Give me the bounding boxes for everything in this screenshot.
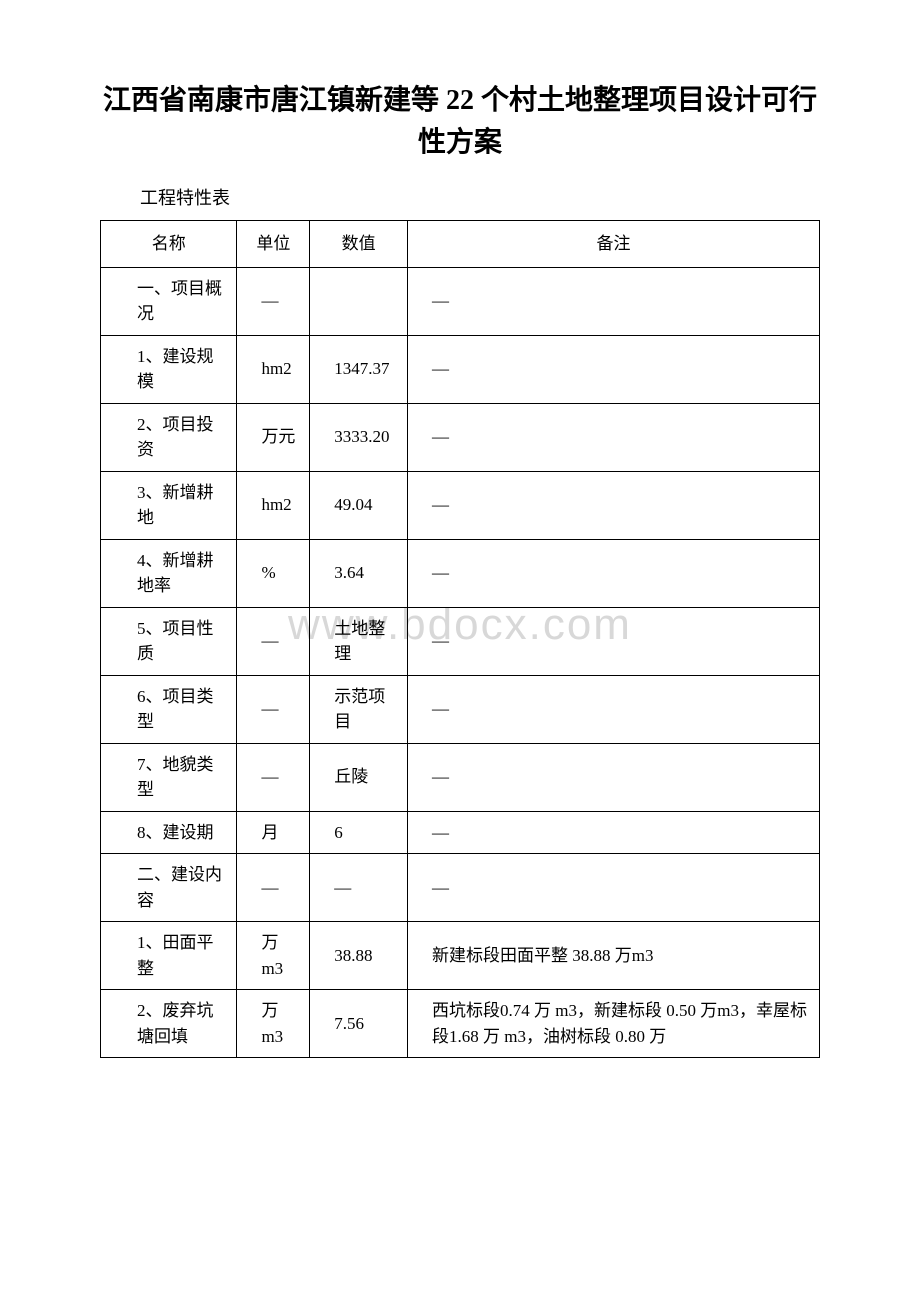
cell-value — [310, 267, 408, 335]
table-row: 5、项目性质 — 土地整理 — — [101, 607, 820, 675]
table-row: 6、项目类型 — 示范项目 — — [101, 675, 820, 743]
page-title: 江西省南康市唐江镇新建等 22 个村土地整理项目设计可行性方案 — [100, 80, 820, 164]
cell-unit: 万 m3 — [237, 922, 310, 990]
cell-remark: 西坑标段0.74 万 m3，新建标段 0.50 万m3，幸屋标段1.68 万 m… — [408, 990, 820, 1058]
cell-name: 5、项目性质 — [101, 607, 237, 675]
table-caption: 工程特性表 — [100, 184, 820, 210]
cell-unit: — — [237, 267, 310, 335]
cell-value: 3.64 — [310, 539, 408, 607]
table-row: 3、新增耕地 hm2 49.04 — — [101, 471, 820, 539]
cell-value: 丘陵 — [310, 743, 408, 811]
table-header-row: 名称 单位 数值 备注 — [101, 221, 820, 268]
cell-name: 二、建设内容 — [101, 854, 237, 922]
cell-unit: % — [237, 539, 310, 607]
cell-name: 2、项目投资 — [101, 403, 237, 471]
cell-value: 7.56 — [310, 990, 408, 1058]
cell-remark: — — [408, 854, 820, 922]
cell-remark: — — [408, 267, 820, 335]
cell-remark: — — [408, 335, 820, 403]
table-row: 一、项目概况 — — — [101, 267, 820, 335]
cell-name: 一、项目概况 — [101, 267, 237, 335]
cell-value: 示范项目 — [310, 675, 408, 743]
cell-value: 38.88 — [310, 922, 408, 990]
cell-value: — — [310, 854, 408, 922]
table-row: 7、地貌类型 — 丘陵 — — [101, 743, 820, 811]
cell-unit: hm2 — [237, 335, 310, 403]
cell-remark: — — [408, 811, 820, 854]
table-row: 2、项目投资 万元 3333.20 — — [101, 403, 820, 471]
cell-name: 6、项目类型 — [101, 675, 237, 743]
characteristics-table: 名称 单位 数值 备注 一、项目概况 — — 1、建设规模 hm2 1347.3… — [100, 220, 820, 1058]
cell-name: 7、地貌类型 — [101, 743, 237, 811]
table-row: 8、建设期 月 6 — — [101, 811, 820, 854]
cell-name: 8、建设期 — [101, 811, 237, 854]
cell-name: 1、田面平整 — [101, 922, 237, 990]
table-row: 1、田面平整 万 m3 38.88 新建标段田面平整 38.88 万m3 — [101, 922, 820, 990]
cell-unit: 万元 — [237, 403, 310, 471]
table-row: 二、建设内容 — — — — [101, 854, 820, 922]
cell-remark: — — [408, 607, 820, 675]
cell-name: 2、废弃坑塘回填 — [101, 990, 237, 1058]
cell-unit: — — [237, 854, 310, 922]
cell-unit: 月 — [237, 811, 310, 854]
table-row: 1、建设规模 hm2 1347.37 — — [101, 335, 820, 403]
cell-value: 6 — [310, 811, 408, 854]
table-body: 一、项目概况 — — 1、建设规模 hm2 1347.37 — 2、项目投资 万… — [101, 267, 820, 1058]
cell-name: 1、建设规模 — [101, 335, 237, 403]
cell-value: 49.04 — [310, 471, 408, 539]
header-value: 数值 — [310, 221, 408, 268]
cell-remark: — — [408, 743, 820, 811]
cell-remark: — — [408, 675, 820, 743]
table-row: 2、废弃坑塘回填 万 m3 7.56 西坑标段0.74 万 m3，新建标段 0.… — [101, 990, 820, 1058]
cell-unit: — — [237, 607, 310, 675]
cell-value: 1347.37 — [310, 335, 408, 403]
cell-name: 3、新增耕地 — [101, 471, 237, 539]
cell-unit: hm2 — [237, 471, 310, 539]
header-unit: 单位 — [237, 221, 310, 268]
cell-remark: — — [408, 539, 820, 607]
cell-value: 土地整理 — [310, 607, 408, 675]
cell-value: 3333.20 — [310, 403, 408, 471]
header-remark: 备注 — [408, 221, 820, 268]
cell-remark: — — [408, 471, 820, 539]
cell-unit: — — [237, 675, 310, 743]
cell-remark: 新建标段田面平整 38.88 万m3 — [408, 922, 820, 990]
header-name: 名称 — [101, 221, 237, 268]
table-row: 4、新增耕地率 % 3.64 — — [101, 539, 820, 607]
cell-unit: 万 m3 — [237, 990, 310, 1058]
cell-remark: — — [408, 403, 820, 471]
cell-unit: — — [237, 743, 310, 811]
cell-name: 4、新增耕地率 — [101, 539, 237, 607]
